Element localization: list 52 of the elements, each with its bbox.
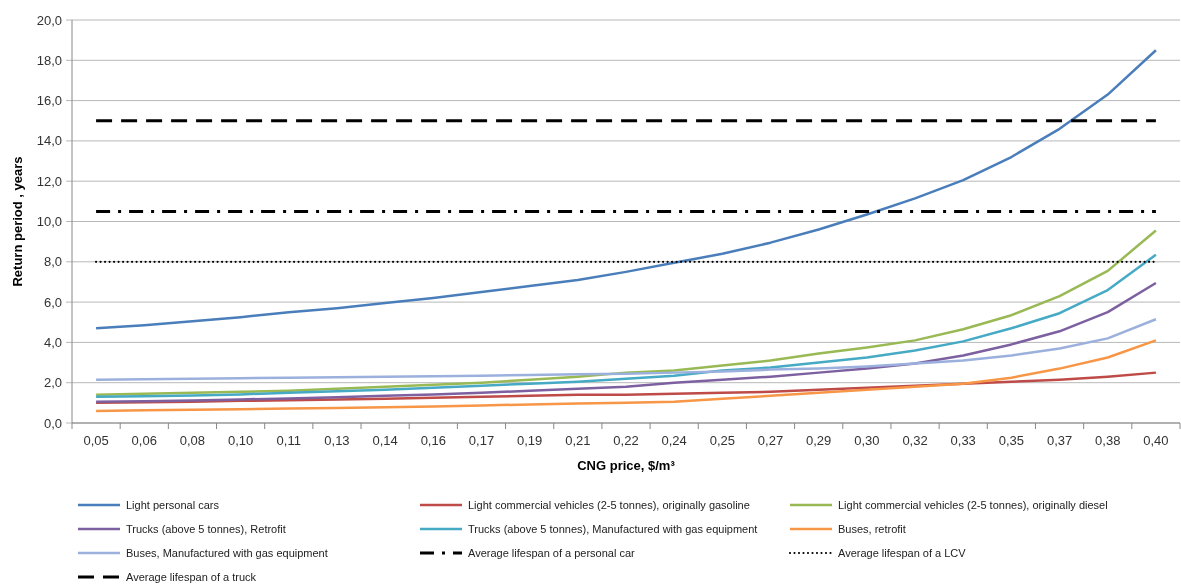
y-axis-title: Return period , years xyxy=(10,156,25,287)
x-tick-label: 0,30 xyxy=(854,433,880,448)
x-tick-label: 0,40 xyxy=(1143,433,1169,448)
line-series xyxy=(94,317,1158,381)
x-axis-title: CNG price, $/m³ xyxy=(577,458,676,473)
x-tick-label: 0,32 xyxy=(902,433,928,448)
x-tick-label: 0,21 xyxy=(565,433,591,448)
x-tick-label: 0,08 xyxy=(179,433,206,448)
x-tick-label: 0,11 xyxy=(276,433,301,448)
x-tick-label: 0,24 xyxy=(661,433,687,448)
y-tick-label: 16,0 xyxy=(36,93,62,109)
y-tick-label: 4,0 xyxy=(43,334,62,350)
line-series xyxy=(94,229,1158,397)
legend-label: Buses, retrofit xyxy=(838,522,906,535)
line-series xyxy=(94,48,1158,330)
x-tick-label: 0,35 xyxy=(998,433,1025,448)
x-tick-label: 0,29 xyxy=(806,433,832,448)
x-tick-label: 0,22 xyxy=(613,433,639,448)
y-tick-label: 6,0 xyxy=(43,294,62,310)
x-tick-label: 0,37 xyxy=(1046,433,1073,448)
x-tick-label: 0,19 xyxy=(517,433,543,448)
y-tick-label: 10,0 xyxy=(36,214,62,230)
legend-label: Average lifespan of a personal car xyxy=(468,546,636,559)
legend-label: Light commercial vehicles (2-5 tonnes), originally gasoline xyxy=(468,498,750,511)
line-series xyxy=(94,253,1158,399)
line-series xyxy=(94,281,1158,404)
x-tick-label: 0,16 xyxy=(420,433,446,448)
legend-label: Trucks (above 5 tonnes), Retrofit xyxy=(126,522,286,535)
y-tick-label: 18,0 xyxy=(36,52,62,68)
y-tick-label: 12,0 xyxy=(36,173,62,189)
y-tick-label: 2,0 xyxy=(43,375,62,391)
x-tick-label: 0,10 xyxy=(227,433,254,448)
legend-label: Light personal cars xyxy=(126,498,220,511)
x-tick-label: 0,27 xyxy=(757,433,784,448)
x-tick-label: 0,13 xyxy=(324,433,350,448)
x-tick-label: 0,33 xyxy=(950,433,976,448)
x-tick-label: 0,14 xyxy=(372,433,398,448)
line-series xyxy=(94,339,1158,413)
legend-label: Light commercial vehicles (2-5 tonnes), originally diesel xyxy=(838,498,1108,511)
x-tick-label: 0,17 xyxy=(468,433,495,448)
x-tick-label: 0,38 xyxy=(1095,433,1121,448)
x-tick-label: 0,25 xyxy=(709,433,735,448)
y-tick-label: 8,0 xyxy=(43,254,62,270)
y-tick-label: 0,0 xyxy=(43,415,62,431)
x-tick-label: 0,05 xyxy=(83,433,109,448)
y-tick-label: 14,0 xyxy=(36,133,62,149)
legend-label: Average lifespan of a LCV xyxy=(838,546,967,559)
legend-label: Trucks (above 5 tonnes), Manufactured with gas equipment xyxy=(468,522,758,535)
legend-label: Buses, Manufactured with gas equipment xyxy=(126,546,328,559)
x-tick-label: 0,06 xyxy=(131,433,157,448)
legend-label: Average lifespan of a truck xyxy=(126,570,257,583)
y-tick-label: 20,0 xyxy=(36,12,62,28)
